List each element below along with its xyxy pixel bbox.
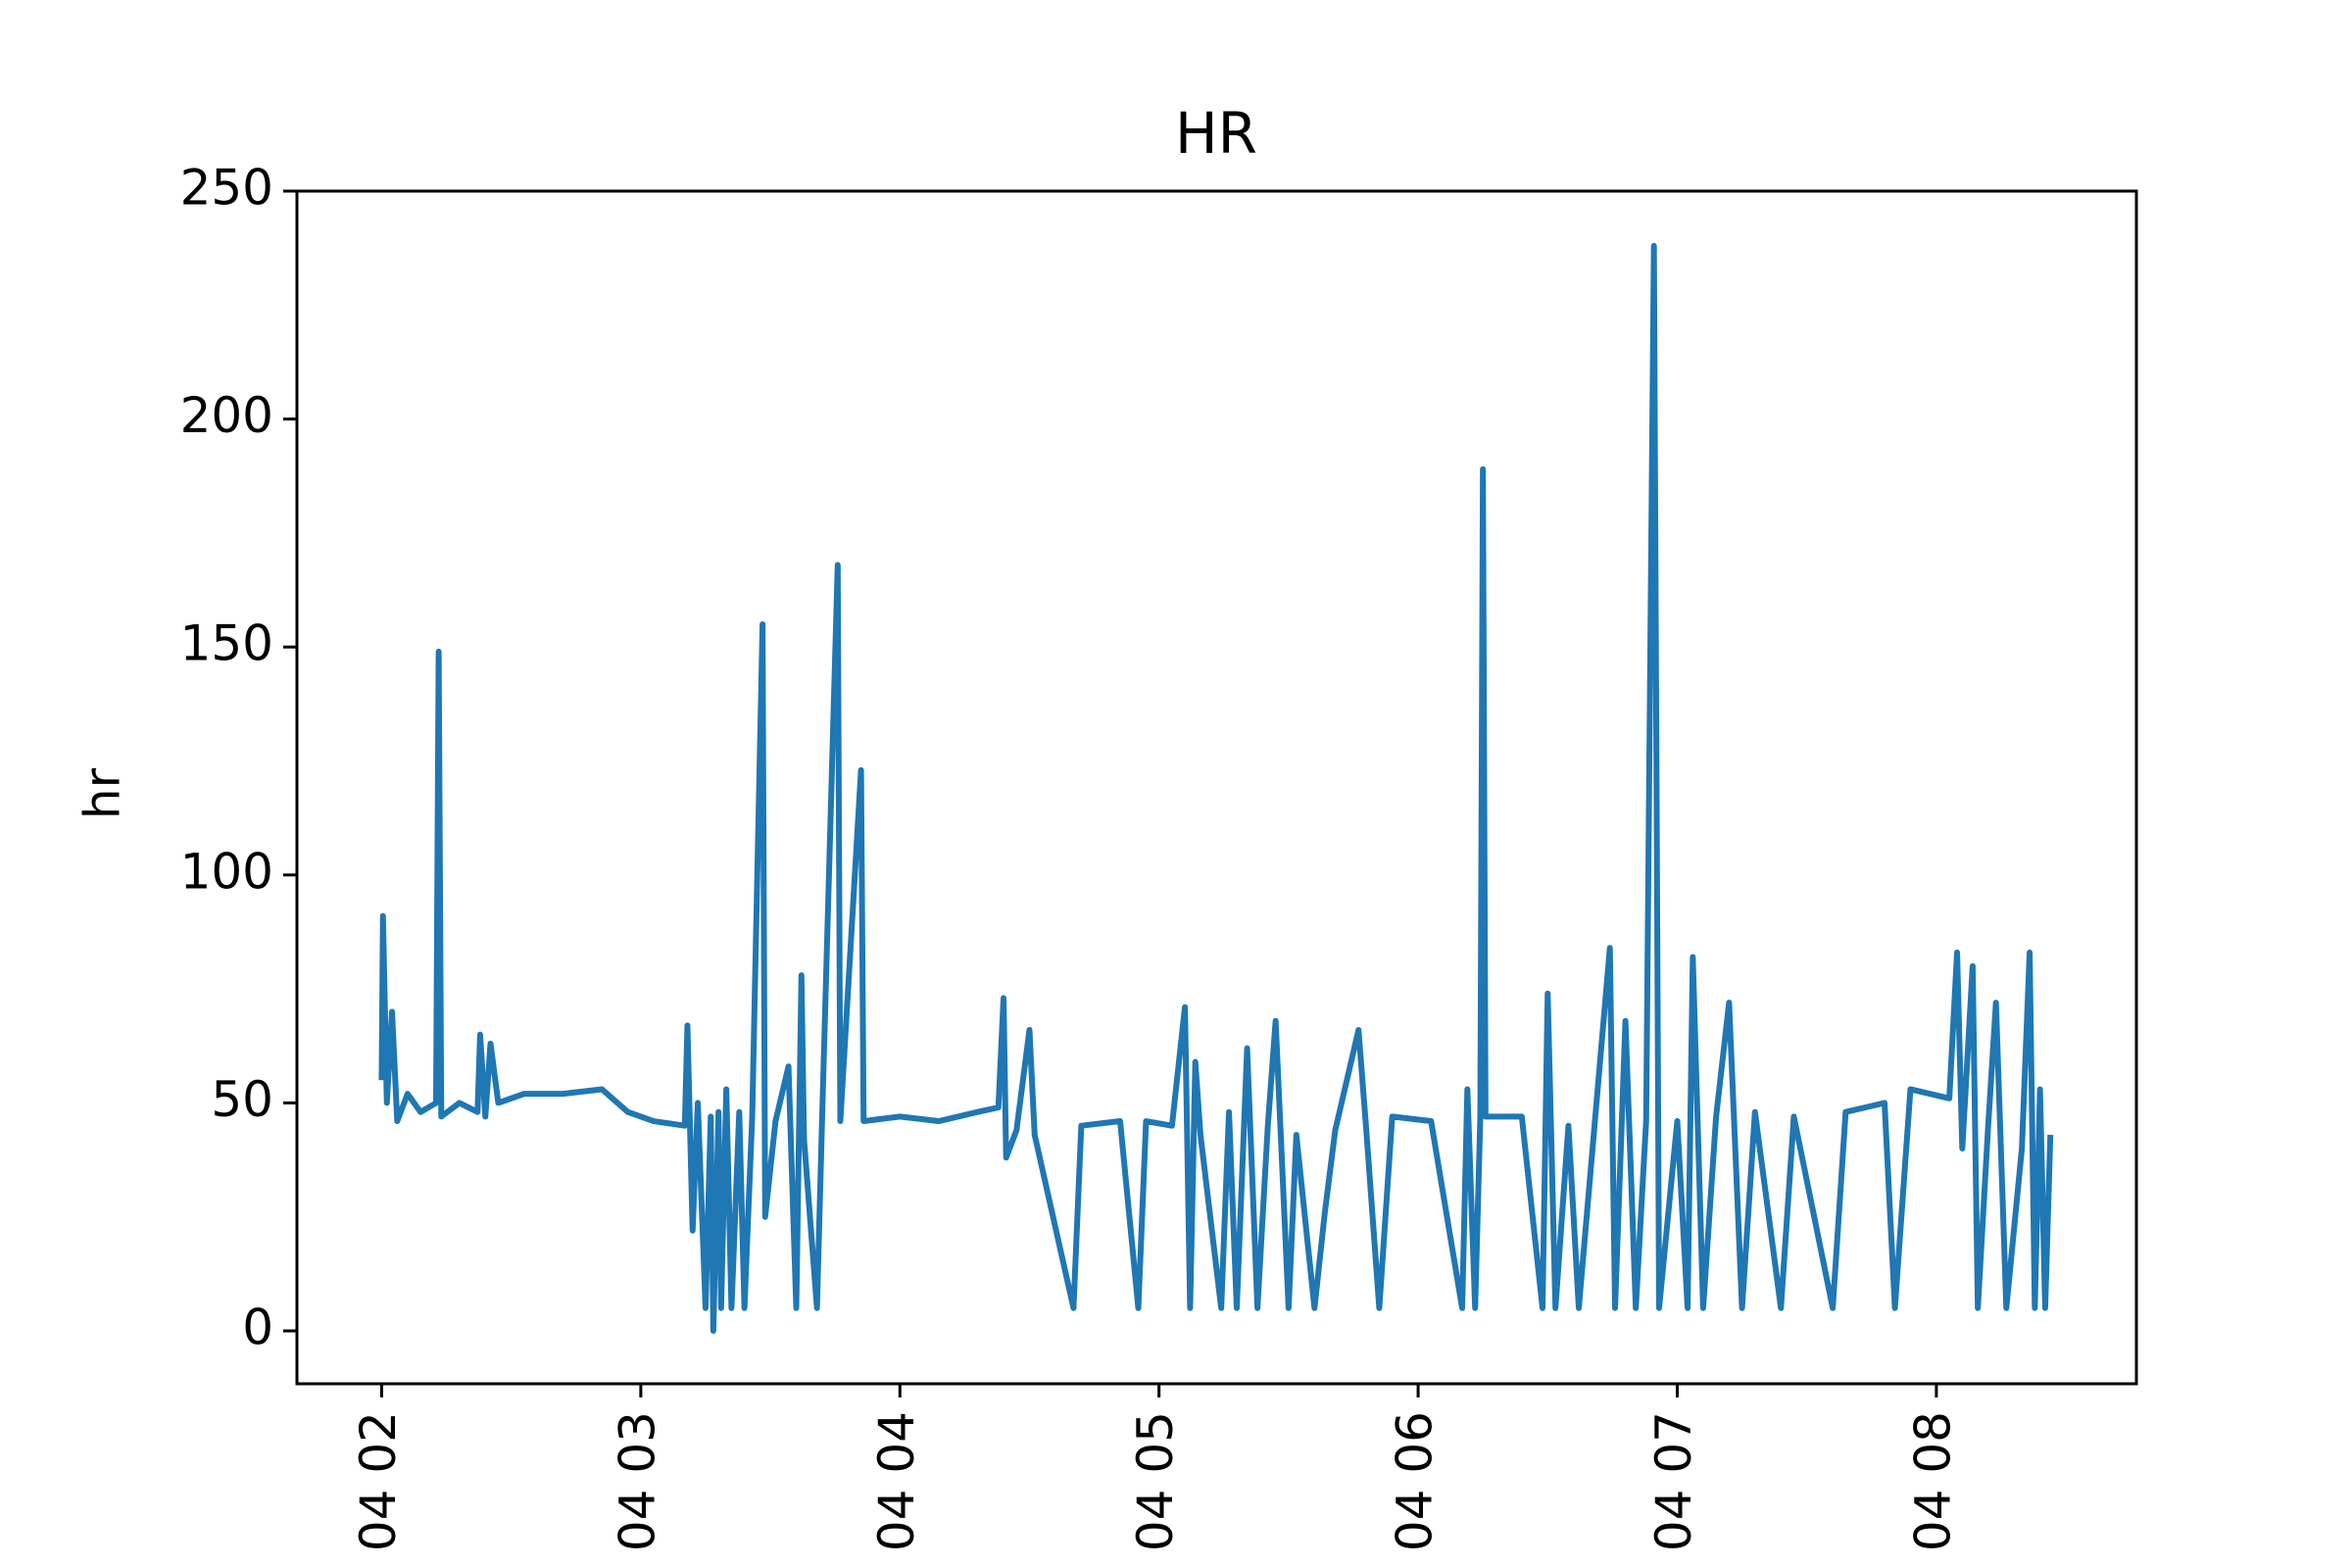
y-axis-label: hr <box>74 767 131 819</box>
y-tick-label: 100 <box>180 843 273 900</box>
hr-line <box>378 242 2054 1335</box>
x-tick-label: 04 08 <box>1904 1411 1961 1551</box>
plot-area <box>378 242 2054 1335</box>
chart-title: HR <box>1175 100 1257 167</box>
x-tick-label: 04 06 <box>1387 1411 1444 1551</box>
x-tick-label: 04 03 <box>609 1411 665 1551</box>
x-tick-label: 04 04 <box>868 1411 925 1551</box>
y-tick-label: 250 <box>180 160 273 217</box>
y-tick-label: 0 <box>242 1299 273 1356</box>
x-tick-label: 04 02 <box>350 1411 407 1551</box>
y-tick-label: 50 <box>211 1071 273 1128</box>
axes-frame <box>295 189 2138 1386</box>
y-tick-label: 200 <box>180 387 273 444</box>
x-tick-label: 04 07 <box>1645 1411 1702 1551</box>
y-tick-label: 150 <box>180 615 273 672</box>
x-tick-label: 04 05 <box>1127 1411 1184 1551</box>
